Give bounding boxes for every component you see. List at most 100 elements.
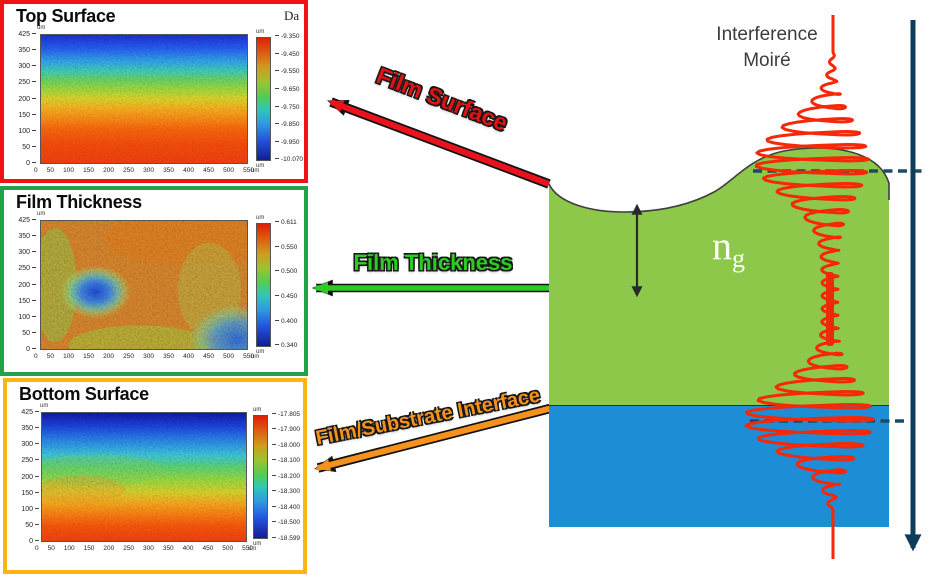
x-tick-label: 0 <box>34 167 38 174</box>
unit-label: um <box>256 349 265 355</box>
film-surface-callout: Film Surface <box>373 62 512 136</box>
colorbar-tick-label: -9.350 <box>275 33 299 41</box>
panel-bottom-surface: Bottom Surface um 425 350 300 250 200 150 100 5… <box>3 378 307 574</box>
y-tick-label: 200 <box>21 474 39 481</box>
x-tick-label: 200 <box>103 353 114 360</box>
colorbar-tick-label: 0.500 <box>275 269 297 276</box>
x-axis-labels: 0 50 100 150 200 250 300 350 400 450 500 550 <box>35 545 253 553</box>
unit-label: um <box>40 403 49 409</box>
x-tick-label: 100 <box>63 545 75 552</box>
x-axis-labels: 0 50 100 150 200 250 300 350 400 450 500 550 <box>34 353 254 361</box>
refractive-index-label: ng <box>712 226 745 272</box>
interference-trace-layer <box>744 15 875 559</box>
y-tick-label: 350 <box>21 425 39 432</box>
colorbar-tick-label: -18.400 <box>272 504 300 512</box>
colorbar-labels: 0.611 0.550 0.500 0.450 0.400 0.340 <box>275 219 307 350</box>
y-tick-label: 250 <box>18 265 36 272</box>
x-tick-label: 550 <box>242 545 253 552</box>
x-tick-label: 400 <box>183 353 194 360</box>
film-shape <box>549 147 889 405</box>
heatmap-blue-blob <box>59 265 132 319</box>
colorbar <box>256 37 271 161</box>
x-tick-label: 0 <box>35 545 39 552</box>
panel-title: Top Surface <box>16 6 116 26</box>
heatmap-gradient <box>41 35 247 163</box>
x-tick-label: 350 <box>162 545 174 552</box>
colorbar-tick-label: 0.340 <box>275 343 297 350</box>
y-tick-label: 300 <box>21 441 39 448</box>
y-tick-label: 150 <box>18 298 36 305</box>
interference-moire-label: Interference Moiré <box>698 22 836 73</box>
y-tick-label: 100 <box>18 314 36 321</box>
y-tick-label: 250 <box>18 79 36 86</box>
colorbar-tick-label: -17.900 <box>272 427 300 434</box>
x-tick-label: 350 <box>163 353 174 360</box>
y-axis-labels: 425 350 300 250 200 150 100 50 0 <box>8 31 36 167</box>
heatmap-blue-corner <box>189 304 247 349</box>
heatmap-top-surface <box>40 34 248 164</box>
x-tick-label: 150 <box>83 353 94 360</box>
y-tick-label: 200 <box>18 282 36 289</box>
heatmap-orange-wave <box>42 476 126 504</box>
colorbar-tick-label: -18.000 <box>272 442 300 450</box>
unit-label: um <box>256 215 265 221</box>
colorbar-tick-label: -9.650 <box>275 86 299 94</box>
panel-film-thickness: Film Thickness um 425 350 300 250 200 150 100 5… <box>0 186 308 376</box>
y-tick-label: 150 <box>21 490 39 497</box>
colorbar-tick-label: -9.450 <box>275 51 299 59</box>
y-tick-label: 425 <box>18 31 36 38</box>
colorbar <box>253 415 268 539</box>
x-tick-label: 450 <box>203 167 214 174</box>
x-tick-label: 400 <box>182 545 194 552</box>
x-tick-label: 150 <box>83 545 95 552</box>
colorbar-tick-label: 0.550 <box>275 244 297 252</box>
panel-top-surface: Top Surface Da um 425 350 300 250 200 150 100 5… <box>0 0 308 183</box>
refractive-index-sub: g <box>732 244 745 273</box>
x-tick-label: 350 <box>163 167 174 174</box>
x-tick-label: 500 <box>223 353 234 360</box>
y-tick-label: 300 <box>18 63 36 70</box>
y-tick-label: 0 <box>26 160 36 167</box>
unit-label: um <box>251 354 260 360</box>
interference-trace <box>744 15 875 559</box>
colorbar-tick-label: -18.200 <box>272 473 300 481</box>
x-tick-label: 550 <box>243 167 254 174</box>
y-tick-label: 425 <box>21 409 39 416</box>
y-tick-label: 100 <box>21 506 39 513</box>
x-tick-label: 500 <box>223 167 234 174</box>
colorbar-tick-label: 0.400 <box>275 318 297 326</box>
unit-label: um <box>37 211 46 217</box>
x-tick-label: 200 <box>103 167 114 174</box>
x-tick-label: 100 <box>63 353 74 360</box>
x-tick-label: 50 <box>46 167 54 174</box>
colorbar-tick-label: -17.805 <box>272 411 300 419</box>
unit-label: um <box>256 29 265 35</box>
unit-label: um <box>256 163 265 169</box>
y-tick-label: 150 <box>18 112 36 119</box>
colorbar-tick-label: -18.500 <box>272 520 300 527</box>
x-tick-label: 450 <box>203 353 214 360</box>
colorbar-tick-label: -10.070 <box>275 157 303 164</box>
colorbar-tick-label: -18.100 <box>272 458 300 465</box>
x-tick-label: 0 <box>34 353 38 360</box>
y-tick-label: 50 <box>25 522 39 529</box>
y-tick-label: 100 <box>18 128 36 135</box>
y-tick-label: 50 <box>22 330 36 337</box>
y-tick-label: 250 <box>21 457 39 464</box>
colorbar-labels: -9.350 -9.450 -9.550 -9.650 -9.750 -9.850 -9.9… <box>275 33 307 164</box>
x-tick-label: 50 <box>46 353 54 360</box>
film-surface-outline <box>548 147 890 213</box>
x-axis-labels: 0 50 100 150 200 250 300 350 400 450 500 550 <box>34 167 254 175</box>
panel-title: Film Thickness <box>16 192 142 212</box>
substrate-shape <box>549 405 889 527</box>
x-tick-label: 500 <box>222 545 234 552</box>
interference-line2: Moiré <box>743 49 791 71</box>
colorbar-tick-label: -9.550 <box>275 69 299 76</box>
y-axis-labels: 425 350 300 250 200 150 100 50 0 <box>8 217 36 353</box>
y-tick-label: 300 <box>18 249 36 256</box>
x-tick-label: 150 <box>83 167 94 174</box>
x-tick-label: 250 <box>123 353 134 360</box>
x-tick-label: 400 <box>183 167 194 174</box>
x-tick-label: 300 <box>143 353 154 360</box>
